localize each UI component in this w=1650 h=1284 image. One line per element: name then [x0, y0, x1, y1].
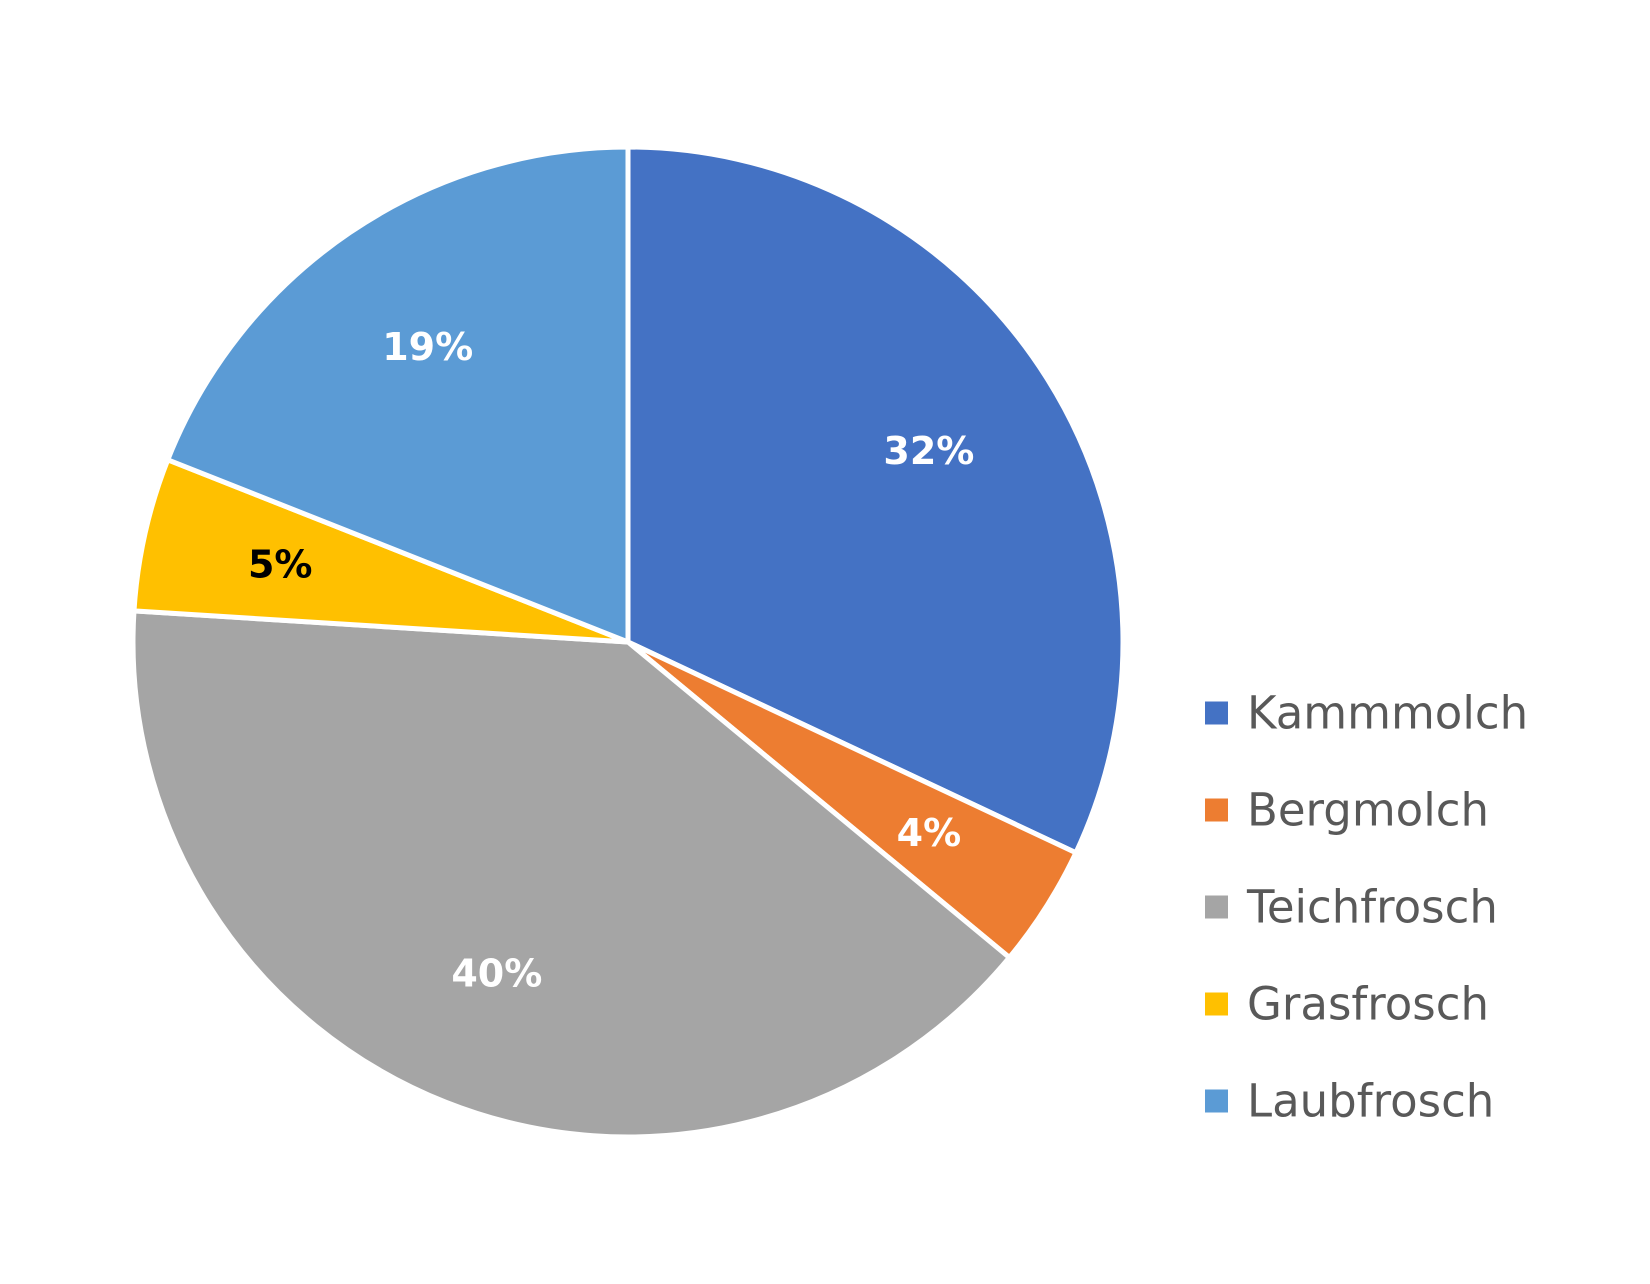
legend-swatch — [1205, 1089, 1228, 1113]
data-label-kammmolch: 32% — [883, 429, 974, 473]
pie-slices — [130, 144, 1126, 1140]
legend-label: Bergmolch — [1247, 784, 1489, 837]
legend: Kammmolch Bergmolch Teichfrosch Grasfrosch L… — [1205, 687, 1528, 1128]
legend-item-bergmolch: Bergmolch — [1205, 784, 1489, 837]
legend-item-teichfrosch: Teichfrosch — [1205, 881, 1498, 934]
pie-slice-teichfrosch — [130, 608, 1012, 1140]
legend-swatch — [1205, 992, 1228, 1016]
pie-slice-grasfrosch — [131, 457, 631, 645]
data-label-laubfrosch: 19% — [382, 325, 473, 369]
pie-slice-laubfrosch — [165, 144, 631, 645]
pie-data-labels: 32% 4% 40% 5% 19% — [248, 325, 974, 995]
legend-label: Grasfrosch — [1247, 978, 1489, 1031]
data-label-grasfrosch: 5% — [248, 542, 313, 586]
legend-swatch — [1205, 895, 1228, 919]
legend-item-laubfrosch: Laubfrosch — [1205, 1075, 1494, 1128]
legend-label: Kammmolch — [1247, 687, 1528, 740]
legend-label: Teichfrosch — [1246, 881, 1498, 934]
legend-item-kammmolch: Kammmolch — [1205, 687, 1528, 740]
legend-label: Laubfrosch — [1247, 1075, 1494, 1128]
legend-item-grasfrosch: Grasfrosch — [1205, 978, 1489, 1031]
data-label-teichfrosch: 40% — [451, 951, 542, 995]
pie-slice-kammmolch — [625, 144, 1126, 856]
legend-swatch — [1205, 701, 1228, 725]
data-label-bergmolch: 4% — [897, 811, 962, 855]
legend-swatch — [1205, 798, 1228, 822]
